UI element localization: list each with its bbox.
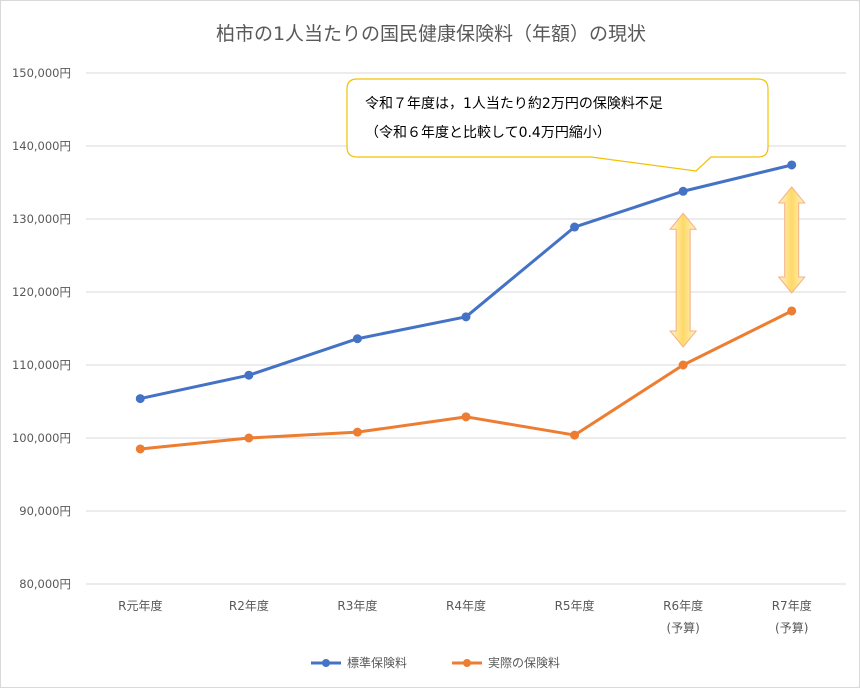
x-tick-label: R6年度 xyxy=(663,598,703,613)
data-point xyxy=(352,334,362,344)
data-point xyxy=(678,186,688,196)
callout-bubble xyxy=(346,78,769,172)
difference-arrow xyxy=(777,186,806,294)
y-tick-label: 130,000円 xyxy=(12,212,71,226)
data-point xyxy=(135,394,145,404)
grid-lines xyxy=(86,72,846,585)
data-point xyxy=(461,412,471,422)
data-point xyxy=(461,312,471,322)
data-point xyxy=(244,370,254,380)
callout-box: 令和７年度は，1人当たり約2万円の保険料不足 （令和６年度と比較して0.4万円縮… xyxy=(346,78,769,172)
legend-label: 標準保険料 xyxy=(347,655,407,670)
x-tick-label: R元年度 xyxy=(118,598,162,613)
legend-swatch-marker xyxy=(322,659,330,667)
x-tick-label: (予算) xyxy=(775,620,808,635)
y-tick-label: 120,000円 xyxy=(12,285,71,299)
data-point xyxy=(244,433,254,443)
y-tick-label: 110,000円 xyxy=(12,358,71,372)
legend-label: 実際の保険料 xyxy=(488,655,560,670)
data-point xyxy=(570,222,580,232)
y-tick-label: 150,000円 xyxy=(12,66,71,80)
legend: 標準保険料 実際の保険料 xyxy=(311,655,560,670)
series-lines xyxy=(135,160,797,454)
callout-line-2: （令和６年度と比較して0.4万円縮小） xyxy=(365,125,611,141)
x-tick-label: R3年度 xyxy=(337,598,377,613)
y-axis-ticks: 150,000円 140,000円 130,000円 120,000円 110,000円… xyxy=(12,66,71,591)
y-tick-label: 140,000円 xyxy=(12,139,71,153)
series-line-1 xyxy=(138,163,794,401)
y-tick-label: 80,000円 xyxy=(19,577,71,591)
x-tick-label: R2年度 xyxy=(229,598,269,613)
data-point xyxy=(787,306,797,316)
chart-title: 柏市の1人当たりの国民健康保険料（年額）の現状 xyxy=(216,23,646,45)
data-point xyxy=(787,160,797,170)
difference-arrow xyxy=(669,212,698,348)
difference-arrows xyxy=(669,186,806,348)
x-tick-label: (予算) xyxy=(666,620,699,635)
y-tick-label: 100,000円 xyxy=(12,431,71,445)
x-tick-label: R5年度 xyxy=(555,598,595,613)
x-tick-label: R7年度 xyxy=(772,598,812,613)
legend-swatch-marker xyxy=(463,659,471,667)
callout-line-1: 令和７年度は，1人当たり約2万円の保険料不足 xyxy=(365,96,663,112)
data-point xyxy=(352,427,362,437)
x-axis-ticks: R元年度 R2年度 R3年度 R4年度 R5年度 R6年度 (予算) R7年度 (予算) xyxy=(118,598,812,635)
x-tick-label: R4年度 xyxy=(446,598,486,613)
data-point xyxy=(678,360,688,370)
y-tick-label: 90,000円 xyxy=(19,504,71,518)
data-point xyxy=(570,430,580,440)
data-point xyxy=(135,444,145,454)
